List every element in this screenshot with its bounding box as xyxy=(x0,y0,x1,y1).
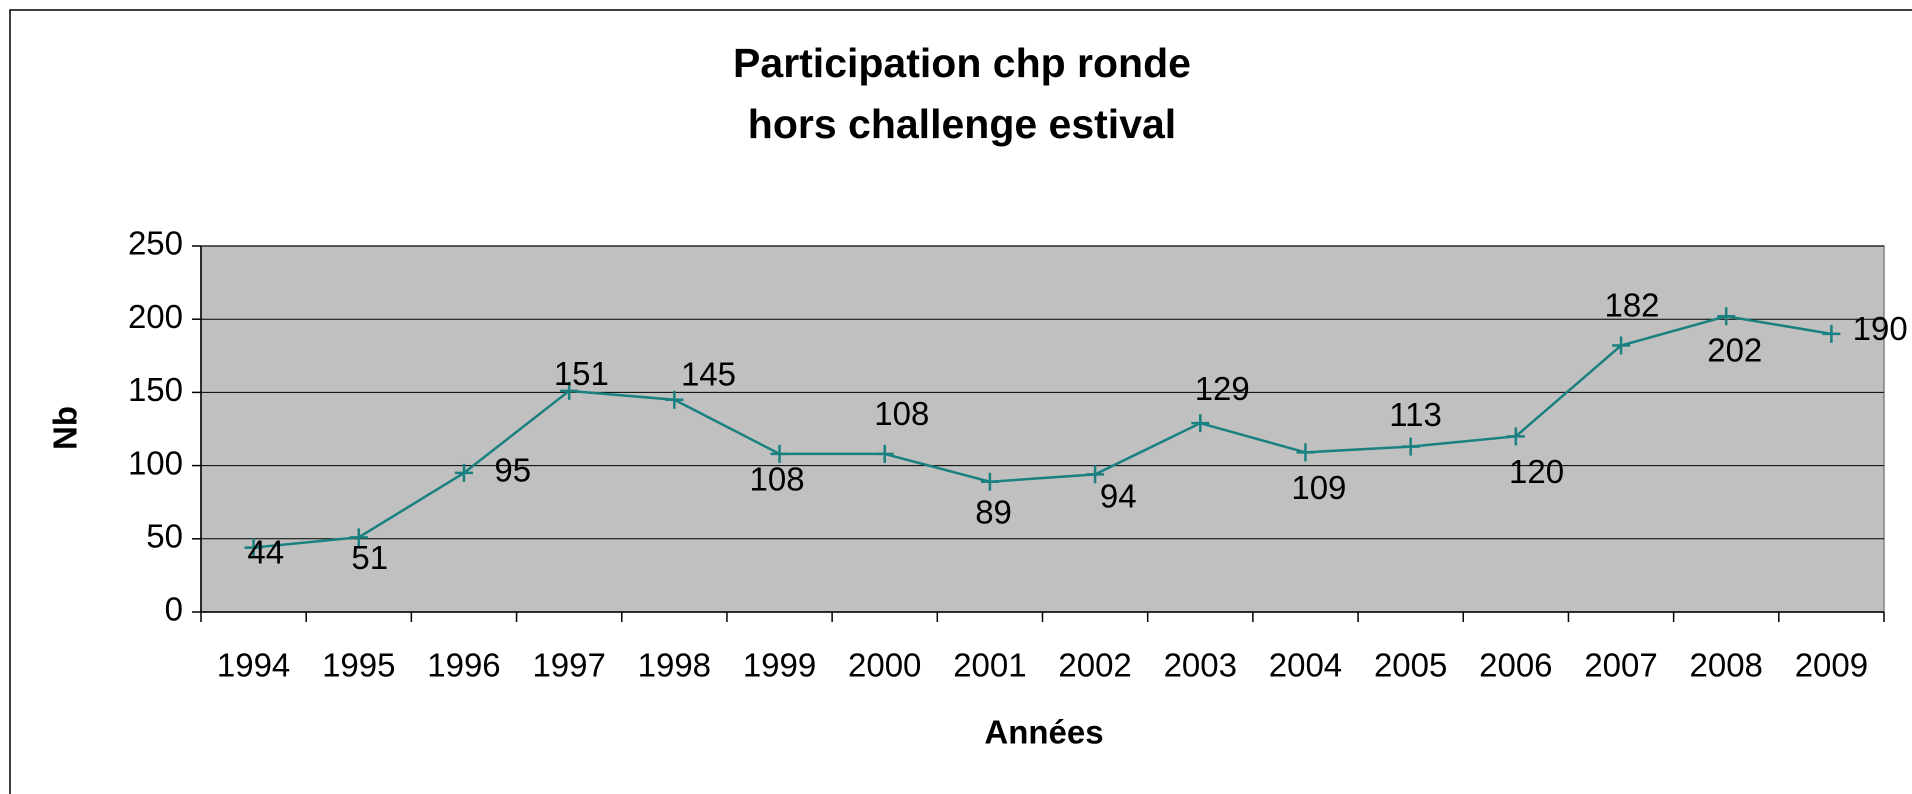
x-tick-label: 2007 xyxy=(1584,647,1657,684)
point-marker xyxy=(349,528,368,547)
point-marker xyxy=(1296,443,1315,462)
y-axis-title: Nb xyxy=(47,406,84,450)
point-marker xyxy=(875,444,894,463)
x-tick-label: 1994 xyxy=(217,647,290,684)
data-label: 108 xyxy=(750,461,805,498)
y-tick-label: 250 xyxy=(128,225,183,262)
data-label: 151 xyxy=(554,355,609,392)
x-tick-label: 1995 xyxy=(322,647,395,684)
point-marker xyxy=(1401,437,1420,456)
y-tick-label: 200 xyxy=(128,298,183,335)
plot-area xyxy=(200,245,1885,613)
x-tick-label: 1998 xyxy=(638,647,711,684)
point-marker xyxy=(1612,336,1631,355)
data-label: 95 xyxy=(494,452,531,489)
data-line xyxy=(253,314,1832,549)
y-tick-label: 150 xyxy=(128,371,183,408)
point-marker xyxy=(1822,324,1841,343)
point-marker xyxy=(1506,427,1525,446)
data-label: 109 xyxy=(1291,469,1346,506)
x-tick-label: 1996 xyxy=(427,647,500,684)
x-tick-label: 2005 xyxy=(1374,647,1447,684)
point-marker xyxy=(1086,465,1105,484)
point-marker xyxy=(665,390,684,409)
data-label: 51 xyxy=(351,539,388,576)
data-label: 182 xyxy=(1604,286,1659,323)
point-marker xyxy=(770,444,789,463)
data-label: 89 xyxy=(975,493,1012,530)
data-label: 202 xyxy=(1707,332,1762,369)
x-tick-label: 1997 xyxy=(532,647,605,684)
data-label: 108 xyxy=(874,395,929,432)
data-label: 113 xyxy=(1389,396,1442,433)
data-label: 120 xyxy=(1509,453,1564,490)
data-label: 94 xyxy=(1100,477,1137,514)
x-tick-label: 1999 xyxy=(743,647,816,684)
x-tick-label: 2000 xyxy=(848,647,921,684)
x-tick-label: 2006 xyxy=(1479,647,1552,684)
point-marker xyxy=(980,472,999,491)
chart-title: hors challenge estival xyxy=(748,101,1176,147)
x-tick-label: 2001 xyxy=(953,647,1026,684)
data-label: 145 xyxy=(681,355,736,392)
x-axis-title: Années xyxy=(984,714,1103,751)
data-label: 190 xyxy=(1853,310,1908,347)
x-tick-label: 2003 xyxy=(1164,647,1237,684)
point-marker xyxy=(454,463,473,482)
point-marker xyxy=(1191,414,1210,433)
data-label: 44 xyxy=(247,534,284,571)
point-marker xyxy=(560,381,579,400)
data-label: 129 xyxy=(1195,370,1250,407)
x-tick-label: 2009 xyxy=(1795,647,1868,684)
y-tick-label: 50 xyxy=(146,518,183,555)
y-tick-label: 0 xyxy=(165,591,183,628)
x-tick-label: 2008 xyxy=(1690,647,1763,684)
x-tick-label: 2002 xyxy=(1058,647,1131,684)
x-tick-label: 2004 xyxy=(1269,647,1342,684)
point-marker xyxy=(1717,307,1736,326)
chart-title: Participation chp ronde xyxy=(733,40,1191,86)
y-tick-label: 100 xyxy=(128,444,183,481)
point-marker xyxy=(244,538,263,557)
